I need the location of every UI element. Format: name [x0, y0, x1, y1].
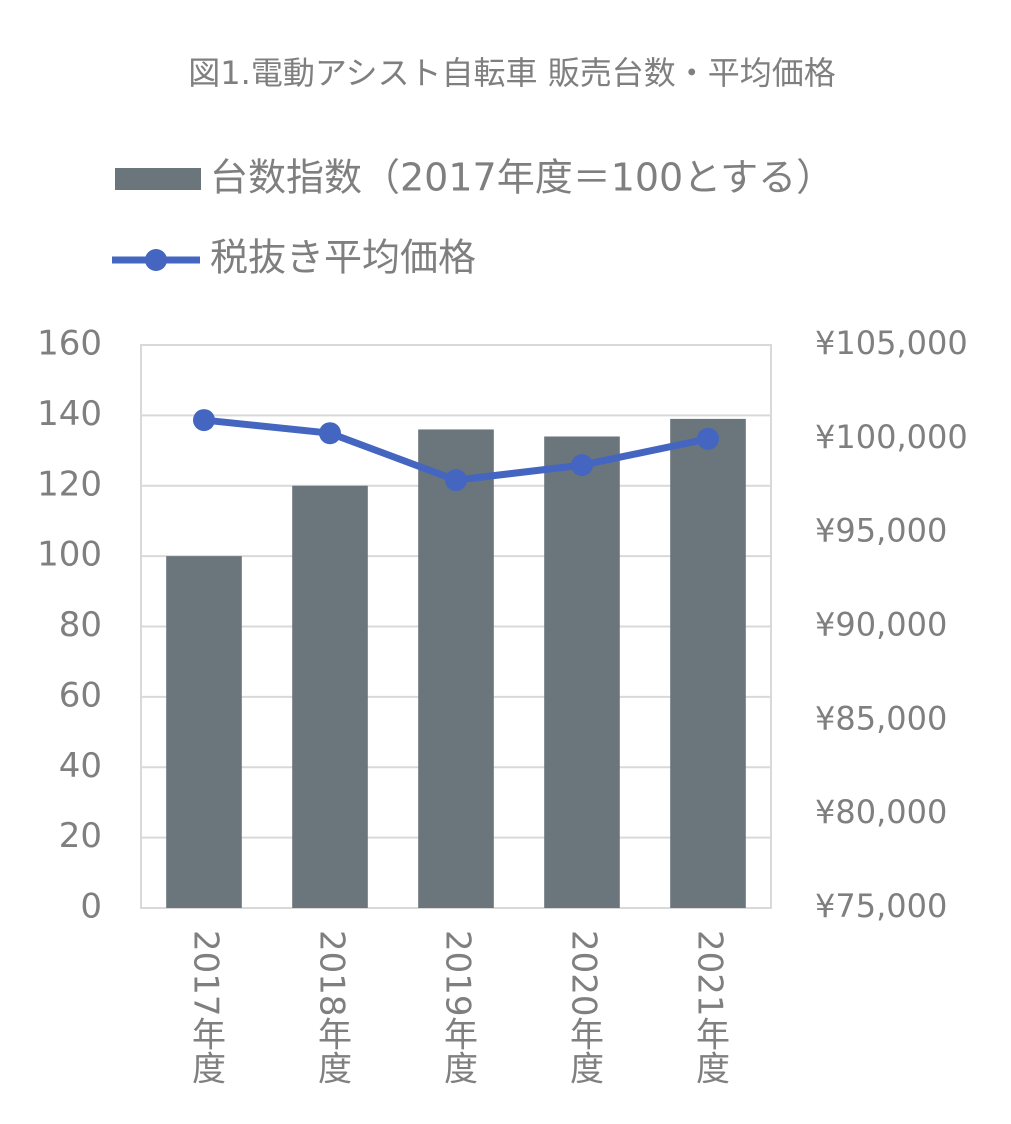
y-tick-label: 40: [59, 746, 102, 786]
y-tick-label: 160: [37, 324, 102, 364]
y2-tick-label: ¥90,000: [815, 606, 947, 644]
y-tick-label: 60: [59, 675, 102, 715]
line-point: [193, 409, 215, 432]
y-tick-label: 100: [37, 535, 102, 575]
x-tick-label: 2017年度: [186, 930, 226, 1085]
y-tick-label: 120: [37, 464, 102, 504]
bar: [166, 556, 242, 908]
bar: [670, 418, 746, 908]
y-tick-label: 20: [59, 816, 102, 856]
x-tick-label: 2018年度: [312, 930, 352, 1085]
legend-swatch: [115, 168, 201, 190]
bar: [418, 429, 494, 908]
y2-tick-label: ¥95,000: [815, 512, 947, 550]
y2-tick-label: ¥105,000: [815, 324, 968, 362]
y2-tick-label: ¥100,000: [815, 418, 968, 456]
chart-title: 図1.電動アシスト自転車 販売台数・平均価格: [188, 54, 835, 92]
y-tick-label: 80: [59, 605, 102, 645]
legend-label: 台数指数（2017年度＝100とする）: [210, 156, 834, 200]
y2-tick-label: ¥80,000: [815, 793, 947, 831]
line-point: [319, 422, 341, 445]
line-point: [445, 469, 467, 492]
bar: [292, 485, 368, 908]
x-tick-label: 2019年度: [438, 930, 478, 1085]
y2-tick-label: ¥75,000: [815, 887, 947, 925]
line-point: [571, 454, 593, 477]
x-tick-label: 2021年度: [690, 930, 730, 1085]
line-point: [697, 427, 719, 450]
x-tick-label: 2020年度: [564, 930, 604, 1085]
y-tick-label: 0: [80, 887, 102, 927]
y2-tick-label: ¥85,000: [815, 699, 947, 737]
legend-swatch: [145, 249, 167, 271]
y-tick-label: 140: [37, 394, 102, 434]
bar: [544, 436, 620, 908]
legend-label: 税抜き平均価格: [210, 236, 476, 280]
